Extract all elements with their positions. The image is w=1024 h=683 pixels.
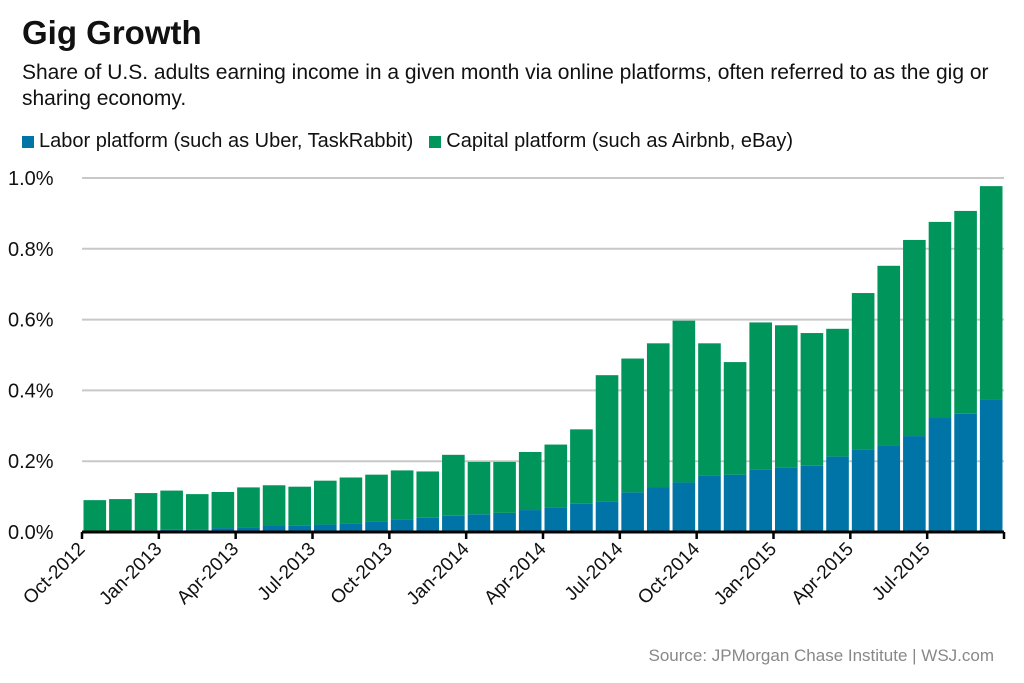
bar-capital — [800, 333, 824, 466]
bar-capital — [467, 461, 491, 515]
bar-labor — [928, 418, 952, 532]
bar-labor — [390, 519, 414, 532]
x-tick-label: Apr-2014 — [480, 538, 550, 608]
y-tick-label: 0.0% — [8, 522, 54, 544]
bar-capital — [570, 429, 593, 504]
legend-swatch-labor — [22, 135, 34, 148]
bar-labor — [493, 512, 516, 532]
bar-labor — [903, 436, 926, 532]
bar-labor — [851, 449, 875, 532]
bar-capital — [544, 444, 568, 508]
bar-labor — [288, 525, 311, 532]
bar-capital — [109, 499, 132, 531]
bar-capital — [928, 221, 952, 419]
bar-labor — [314, 524, 337, 532]
bar-labor — [723, 474, 747, 532]
bar-labor — [237, 527, 260, 532]
bar-labor — [467, 514, 491, 532]
bar-capital — [365, 474, 388, 522]
bar-labor — [672, 482, 696, 532]
bar-labor — [442, 515, 465, 532]
bar-capital — [672, 320, 696, 483]
bar-capital — [595, 375, 619, 502]
legend-item-capital: Capital platform (such as Airbnb, eBay) — [429, 130, 793, 153]
x-tick-label: Jan-2014 — [403, 538, 474, 609]
bar-labor — [339, 523, 363, 532]
x-tick-label: Jul-2013 — [254, 539, 320, 605]
bar-labor — [595, 501, 619, 532]
bar-capital — [442, 454, 465, 516]
bar-labor — [698, 475, 721, 532]
bar-labor — [800, 465, 824, 532]
bar-labor — [518, 510, 542, 532]
bar-labor — [262, 525, 286, 532]
bar-labor — [646, 487, 670, 532]
bar-capital — [390, 470, 414, 520]
bar-labor — [211, 528, 235, 532]
bar-labor — [621, 492, 644, 532]
bar-labor — [749, 469, 772, 532]
bar-labor — [365, 521, 388, 532]
chart-title: Gig Growth — [22, 14, 202, 51]
x-tick-label: Oct-2013 — [327, 539, 397, 609]
x-tick-label: Jan-2015 — [710, 539, 781, 610]
bar-capital — [134, 493, 158, 531]
bar-capital — [851, 293, 875, 450]
bar-capital — [416, 471, 440, 518]
bar-capital — [288, 486, 311, 526]
y-tick-label: 0.4% — [8, 380, 54, 402]
legend-swatch-capital — [429, 135, 442, 148]
y-tick-label: 0.8% — [8, 239, 54, 261]
bar-labor — [954, 413, 977, 532]
bar-labor — [570, 503, 593, 532]
y-tick-label: 1.0% — [8, 168, 54, 190]
x-tick-label: Apr-2013 — [173, 539, 243, 609]
bar-capital — [262, 485, 286, 526]
x-tick-label: Jul-2014 — [561, 538, 628, 605]
bar-capital — [621, 358, 644, 493]
bar-labor — [775, 467, 798, 532]
y-tick-label: 0.2% — [8, 451, 54, 473]
x-tick-label: Oct-2012 — [19, 539, 89, 609]
bar-capital — [493, 461, 516, 513]
x-tick-label: Apr-2015 — [788, 539, 858, 609]
bar-capital — [339, 477, 363, 524]
x-tick-label: Jul-2015 — [868, 539, 934, 605]
bar-capital — [185, 494, 209, 530]
bar-capital — [775, 325, 798, 468]
bar-capital — [826, 328, 849, 457]
bar-capital — [160, 490, 183, 530]
bar-capital — [954, 210, 977, 414]
bar-capital — [877, 265, 901, 446]
bar-capital — [211, 491, 235, 529]
legend-item-labor: Labor platform (such as Uber, TaskRabbit… — [22, 130, 413, 153]
bar-capital — [646, 343, 670, 488]
bar-labor — [979, 399, 1003, 532]
bar-capital — [723, 362, 747, 475]
bar-labor — [544, 507, 568, 532]
chart-subtitle: Share of U.S. adults earning income in a… — [22, 61, 989, 110]
bar-labor — [416, 517, 440, 532]
bar-capital — [518, 451, 542, 511]
legend-label-labor: Labor platform (such as Uber, TaskRabbit… — [39, 130, 414, 152]
legend: Labor platform (such as Uber, TaskRabbit… — [22, 130, 793, 153]
x-tick-label: Oct-2014 — [634, 538, 704, 608]
legend-label-capital: Capital platform (such as Airbnb, eBay) — [446, 130, 794, 152]
bar-capital — [698, 343, 721, 476]
bar-capital — [979, 186, 1003, 400]
bar-capital — [314, 480, 337, 525]
bar-capital — [83, 500, 107, 531]
x-tick-label: Jan-2013 — [95, 539, 166, 610]
bar-labor — [826, 456, 849, 532]
source-note: Source: JPMorgan Chase Institute | WSJ.c… — [648, 646, 995, 665]
y-tick-label: 0.6% — [8, 310, 54, 332]
bar-capital — [237, 487, 260, 528]
bar-labor — [877, 445, 901, 532]
bar-capital — [903, 239, 926, 437]
bar-capital — [749, 322, 772, 470]
